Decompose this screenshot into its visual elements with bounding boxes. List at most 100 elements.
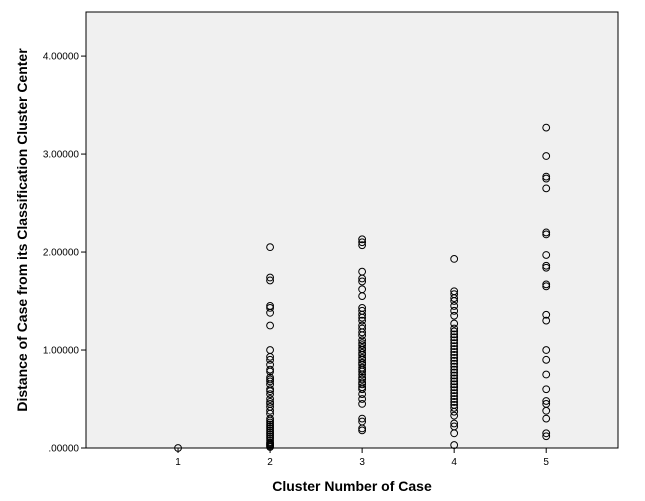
data-point (266, 377, 274, 386)
data-point (266, 387, 274, 396)
data-point (358, 235, 367, 244)
data-point (266, 321, 274, 330)
data-point (358, 313, 367, 322)
data-point (358, 385, 367, 394)
data-point (358, 310, 367, 319)
x-tick-label: 1 (175, 457, 181, 468)
data-point (542, 385, 551, 394)
data-point (358, 367, 367, 376)
data-point (542, 346, 551, 354)
data-point (542, 406, 551, 415)
y-tick-label: .00000 (48, 444, 79, 455)
data-point (358, 351, 367, 359)
data-point (358, 331, 367, 340)
data-point (542, 152, 551, 160)
data-point (358, 277, 367, 286)
x-tick-label: 3 (359, 457, 365, 468)
data-point (450, 330, 459, 339)
data-point (450, 377, 459, 386)
data-point (450, 348, 459, 356)
data-point (266, 365, 274, 374)
data-point (266, 367, 274, 376)
data-point (542, 282, 551, 291)
data-point (450, 353, 459, 362)
data-point (542, 184, 551, 193)
data-point (450, 371, 459, 380)
data-point (358, 375, 367, 384)
data-point (450, 380, 459, 389)
y-tick-label: 2.00000 (43, 248, 80, 259)
y-tick-label: 3.00000 (43, 150, 80, 161)
data-point (358, 414, 367, 423)
data-point (266, 426, 274, 435)
data-point (266, 443, 274, 451)
data-point (266, 395, 274, 403)
data-point (542, 228, 551, 237)
data-point (450, 327, 459, 336)
y-tick-label: 4.00000 (43, 52, 80, 63)
data-point (450, 386, 459, 395)
data-point (358, 395, 367, 403)
y-axis-title: Distance of Case from its Classification… (14, 48, 30, 412)
data-point (542, 432, 551, 441)
data-point (542, 251, 551, 259)
data-point (266, 355, 274, 364)
data-point (542, 280, 551, 289)
data-point (450, 294, 459, 302)
data-point (450, 365, 459, 374)
data-point (542, 414, 551, 423)
data-point (450, 403, 459, 412)
data-point (542, 397, 551, 405)
plot-area (85, 11, 619, 449)
data-point (266, 418, 274, 427)
data-point (450, 255, 459, 263)
data-point (542, 355, 551, 364)
data-point (450, 356, 459, 365)
data-point (450, 359, 459, 368)
y-axis-ticks: .00000 1.00000 2.00000 3.00000 4.00000 (43, 52, 86, 455)
data-points (174, 123, 551, 452)
data-point (450, 383, 459, 392)
x-axis-title: Cluster Number of Case (272, 478, 432, 494)
data-point (542, 172, 551, 181)
data-point (358, 365, 367, 374)
data-point (358, 328, 367, 337)
data-point (358, 370, 367, 379)
data-point (266, 352, 274, 361)
data-point (266, 416, 274, 425)
data-point (266, 308, 274, 317)
data-point (450, 333, 459, 342)
data-point (266, 430, 274, 439)
data-point (450, 297, 459, 305)
data-point (266, 406, 274, 415)
data-point (450, 324, 459, 333)
data-point (450, 345, 459, 353)
data-point (542, 230, 551, 239)
x-axis-ticks: 1 2 3 4 5 (175, 448, 549, 468)
data-point (358, 238, 367, 247)
data-point (358, 292, 367, 301)
data-point (266, 428, 274, 437)
data-point (174, 444, 182, 452)
data-point (358, 400, 367, 408)
data-point (358, 424, 367, 433)
data-point (358, 341, 367, 350)
data-point (542, 263, 551, 272)
data-point (450, 389, 459, 398)
data-point (266, 385, 274, 394)
data-point (266, 375, 274, 384)
data-point (450, 362, 459, 371)
data-point (450, 342, 459, 351)
data-point (542, 174, 551, 183)
data-point (542, 310, 551, 319)
data-point (358, 274, 367, 283)
data-point (450, 407, 459, 416)
data-point (358, 390, 367, 399)
data-point (358, 241, 367, 250)
data-point (358, 355, 367, 364)
x-tick-label: 2 (267, 457, 273, 468)
x-tick-label: 5 (543, 457, 549, 468)
data-point (450, 306, 459, 315)
data-point (450, 429, 459, 438)
